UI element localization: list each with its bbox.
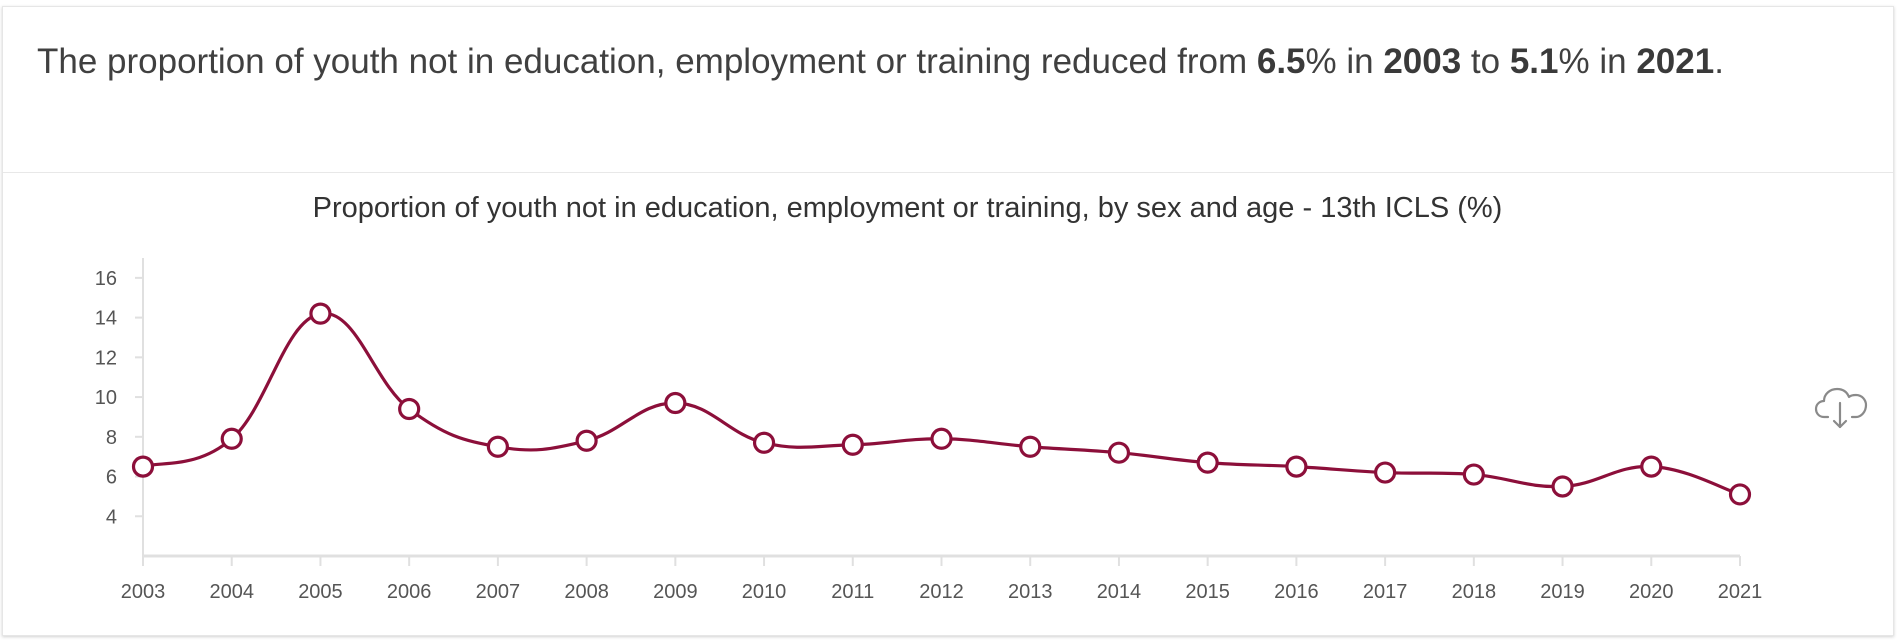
y-tick-label: 6 [106, 467, 117, 489]
data-point [1462, 463, 1485, 486]
y-tick-label: 10 [95, 387, 117, 409]
x-tick-label: 2018 [1452, 581, 1497, 603]
x-tick-label: 2014 [1097, 581, 1142, 603]
headline-value-end: 5.1 [1509, 42, 1559, 81]
y-tick-label: 4 [106, 506, 117, 528]
data-point [1640, 455, 1663, 478]
data-point [841, 433, 864, 456]
headline-value-start: 6.5 [1256, 42, 1306, 81]
data-point [1374, 461, 1397, 484]
x-tick-label: 2021 [1718, 581, 1763, 603]
x-tick-label: 2011 [831, 581, 874, 603]
headline-text-4: % in [1558, 42, 1637, 81]
headline-year-start: 2003 [1383, 42, 1462, 81]
data-point [930, 427, 953, 450]
data-point [664, 391, 687, 415]
y-tick-label: 16 [95, 268, 117, 290]
data-point [1196, 451, 1219, 474]
y-tick-label: 14 [95, 308, 117, 330]
data-point [752, 431, 776, 454]
data-point [220, 427, 243, 450]
x-tick-label: 2009 [653, 581, 698, 603]
y-tick-label: 12 [95, 347, 117, 369]
headline-text-2: % in [1305, 42, 1384, 81]
data-point [575, 429, 598, 452]
cloud-download-icon [1814, 387, 1868, 429]
y-tick-label: 8 [106, 427, 117, 449]
data-point [398, 397, 421, 421]
x-tick-label: 2005 [298, 581, 343, 603]
x-tick-label: 2020 [1629, 581, 1674, 603]
x-tick-label: 2013 [1008, 581, 1053, 603]
headline-text-1: The proportion of youth not in education… [37, 42, 1257, 81]
divider [3, 172, 1893, 173]
data-point [486, 435, 509, 458]
data-point [1728, 483, 1752, 506]
x-tick-label: 2012 [919, 581, 964, 603]
data-point [309, 302, 332, 325]
x-tick-label: 2008 [564, 581, 609, 603]
headline-text-5: . [1714, 42, 1724, 81]
x-tick-label: 2006 [387, 581, 432, 603]
chart-title: Proportion of youth not in education, em… [312, 192, 1503, 224]
headline-text-3: to [1461, 42, 1510, 81]
x-tick-label: 2004 [209, 581, 254, 603]
x-tick-label: 2003 [121, 581, 166, 603]
data-point [1551, 475, 1574, 498]
headline-year-end: 2021 [1636, 42, 1715, 81]
x-tick-label: 2017 [1363, 581, 1408, 603]
headline: The proportion of youth not in education… [37, 37, 1857, 86]
data-point [131, 455, 155, 478]
data-point [1019, 435, 1042, 458]
download-button[interactable] [1814, 383, 1870, 431]
x-tick-label: 2015 [1185, 581, 1230, 603]
x-tick-label: 2007 [476, 581, 521, 603]
data-point [1107, 441, 1131, 464]
data-point [1285, 455, 1308, 478]
x-tick-label: 2016 [1274, 581, 1319, 603]
series-line [142, 312, 1741, 496]
x-tick-label: 2010 [742, 581, 787, 603]
x-tick-label: 2019 [1540, 581, 1585, 603]
